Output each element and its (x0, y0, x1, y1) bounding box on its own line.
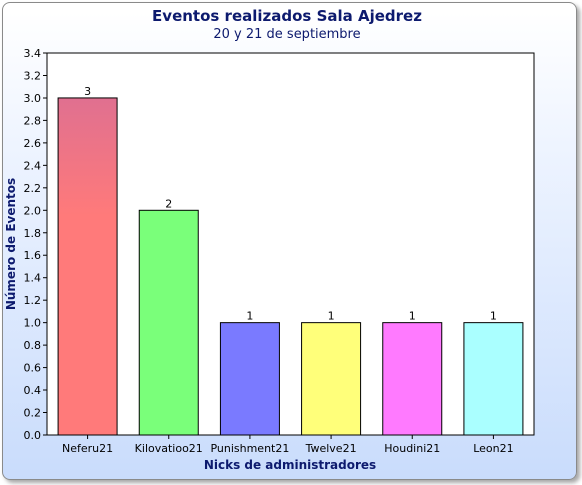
y-tick-label: 3.0 (24, 92, 42, 105)
y-axis-title: Número de Eventos (4, 178, 18, 310)
x-axis-title: Nicks de administradores (204, 458, 376, 472)
chart-subtitle: 20 y 21 de septiembre (213, 27, 360, 42)
y-tick-label: 1.4 (24, 272, 42, 285)
bar-chart: Eventos realizados Sala Ajedrez 20 y 21 … (4, 7, 535, 472)
data-label: 1 (328, 310, 335, 323)
data-label: 2 (165, 197, 172, 210)
x-tick-label: Twelve21 (305, 442, 357, 455)
chart-title: Eventos realizados Sala Ajedrez (152, 7, 422, 25)
y-axis: 0.0 0.2 0.4 0.6 0.8 1.0 1.2 1.4 1.6 1.8 2.0 2.2 2.4 2… (24, 47, 47, 442)
x-tick-label: Leon21 (473, 442, 513, 455)
bar-kilovatioo21 (138, 209, 199, 436)
data-label: 1 (409, 310, 416, 323)
y-tick-label: 1.2 (24, 294, 42, 307)
y-tick-label: 1.6 (24, 249, 42, 262)
data-label: 1 (490, 310, 497, 323)
y-tick-label: 2.4 (24, 159, 42, 172)
x-tick-label: Kilovatioo21 (135, 442, 203, 455)
bars-group: 3 2 1 1 1 1 (57, 85, 524, 436)
y-tick-label: 0.0 (24, 429, 42, 442)
y-tick-label: 0.6 (24, 362, 42, 375)
y-tick-label: 2.0 (24, 204, 42, 217)
x-axis: Neferu21 Kilovatioo21 Punishment21 Twelve21… (62, 435, 514, 455)
y-tick-label: 0.8 (24, 339, 42, 352)
x-tick-label: Houdini21 (384, 442, 440, 455)
y-tick-label: 1.8 (24, 227, 42, 240)
y-tick-label: 3.2 (24, 69, 42, 82)
chart-frame: Eventos realizados Sala Ajedrez 20 y 21 … (2, 2, 577, 480)
data-label: 1 (246, 310, 253, 323)
y-tick-label: 3.4 (24, 47, 42, 60)
x-tick-label: Punishment21 (210, 442, 289, 455)
x-tick-label: Neferu21 (62, 442, 113, 455)
bar-houdini21 (382, 322, 443, 436)
plot-area (46, 52, 535, 436)
y-tick-label: 2.6 (24, 137, 42, 150)
bar-twelve21 (301, 322, 362, 436)
y-tick-label: 1.0 (24, 317, 42, 330)
y-tick-label: 0.2 (24, 407, 42, 420)
data-label: 3 (84, 85, 91, 98)
y-tick-label: 2.8 (24, 114, 42, 127)
y-tick-label: 2.2 (24, 182, 42, 195)
y-tick-label: 0.4 (24, 384, 42, 397)
bar-punishment21 (219, 322, 280, 436)
bar-leon21 (463, 322, 524, 436)
bar-neferu21 (57, 97, 118, 436)
